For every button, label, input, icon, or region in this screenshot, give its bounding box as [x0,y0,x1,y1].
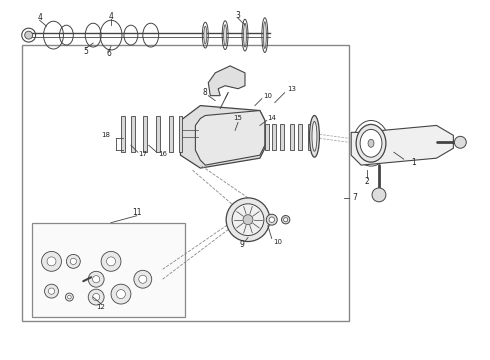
Circle shape [372,188,386,202]
Polygon shape [196,111,265,165]
Circle shape [107,257,116,266]
Ellipse shape [263,22,267,49]
Text: 18: 18 [101,132,111,138]
Ellipse shape [312,121,317,151]
Text: 7: 7 [353,193,358,202]
Circle shape [42,251,61,271]
Circle shape [88,289,104,305]
Bar [272,125,276,150]
Bar [290,125,294,150]
Text: 3: 3 [236,11,241,20]
Text: 4: 4 [37,13,42,22]
Circle shape [101,251,121,271]
Text: 9: 9 [240,240,245,249]
Circle shape [269,217,274,222]
Bar [169,117,172,152]
Bar [131,117,135,152]
Circle shape [93,293,100,301]
Text: 10: 10 [273,239,282,244]
Polygon shape [208,66,245,96]
Bar [308,125,312,150]
Circle shape [65,293,74,301]
Ellipse shape [244,23,246,47]
Text: 14: 14 [268,116,276,121]
Bar [265,125,269,150]
Text: 15: 15 [234,116,243,121]
Circle shape [93,276,100,283]
Ellipse shape [223,25,227,46]
Ellipse shape [204,26,207,44]
Circle shape [88,271,104,287]
Text: 16: 16 [158,151,167,157]
Text: 10: 10 [263,93,272,99]
Text: 2: 2 [365,177,369,186]
Bar [280,125,284,150]
Circle shape [226,198,270,242]
Ellipse shape [368,139,374,147]
Circle shape [117,290,125,298]
Circle shape [24,31,33,39]
Bar [32,223,185,317]
Text: 8: 8 [203,88,208,97]
Text: 5: 5 [84,46,89,55]
Circle shape [70,258,76,265]
Circle shape [111,284,131,304]
Circle shape [49,288,54,294]
Circle shape [66,255,80,268]
Ellipse shape [310,116,319,157]
Text: 11: 11 [132,208,142,217]
Circle shape [282,216,290,224]
Circle shape [454,136,466,148]
Circle shape [139,275,147,283]
Bar [121,117,125,152]
Text: 6: 6 [107,49,112,58]
Ellipse shape [360,129,382,157]
Polygon shape [180,105,265,168]
Text: 12: 12 [97,304,105,310]
Circle shape [267,214,277,225]
Text: 1: 1 [411,158,416,167]
Bar [143,117,147,152]
Bar [178,117,182,152]
Circle shape [47,257,56,266]
Circle shape [232,204,264,235]
Circle shape [243,215,253,225]
Bar [22,45,349,321]
Bar [156,117,160,152]
Circle shape [134,270,152,288]
Polygon shape [351,125,453,165]
Ellipse shape [356,125,386,162]
Circle shape [45,284,58,298]
Circle shape [68,295,71,299]
Circle shape [284,217,288,222]
Text: 13: 13 [287,86,296,92]
Bar [297,125,301,150]
Text: 4: 4 [109,12,114,21]
Text: 17: 17 [138,151,147,157]
